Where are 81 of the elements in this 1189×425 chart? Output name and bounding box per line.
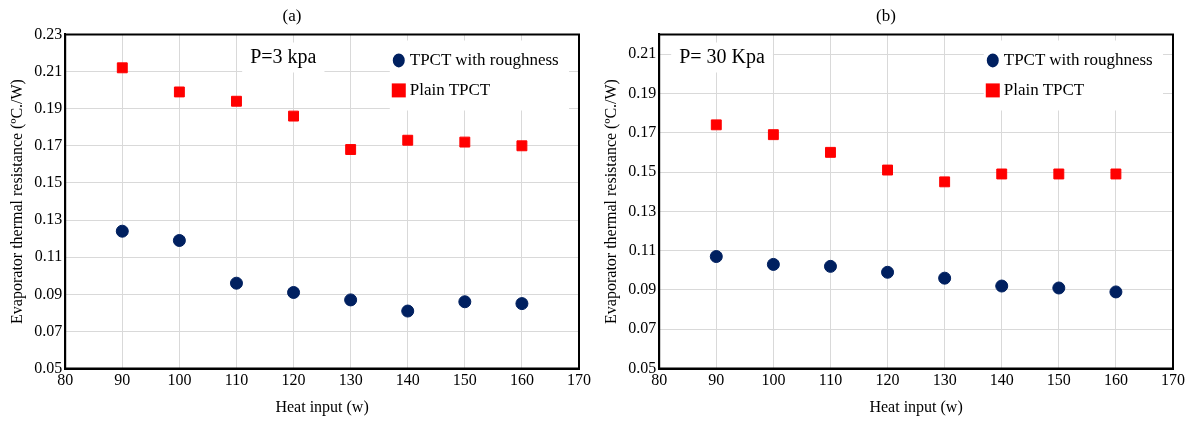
point: [767, 129, 779, 141]
y-tick-label: 0.05: [628, 358, 657, 376]
y-tick-label: 0.19: [34, 98, 63, 116]
legend-label: Plain TPCT: [1003, 79, 1085, 99]
x-axis-title: Heat input (w): [869, 397, 963, 416]
x-tick-label: 170: [567, 371, 591, 389]
point: [288, 110, 300, 122]
y-tick-label: 0.21: [628, 44, 657, 62]
y-tick-label: 0.21: [34, 61, 63, 79]
point: [115, 224, 129, 238]
x-tick-label: 130: [338, 371, 363, 389]
point: [766, 257, 780, 271]
y-tick-label: 0.15: [628, 162, 657, 180]
point: [458, 295, 472, 309]
x-tick-label: 130: [932, 371, 957, 389]
point: [287, 285, 301, 299]
x-tick-label: 90: [114, 371, 131, 389]
point: [402, 134, 414, 146]
y-tick-label: 0.13: [34, 210, 63, 228]
point: [1109, 285, 1123, 299]
legend-label: Plain TPCT: [409, 79, 491, 99]
y-tick-label: 0.11: [628, 240, 657, 258]
y-tick-label: 0.07: [34, 321, 63, 339]
x-tick-label: 150: [1046, 371, 1071, 389]
point: [938, 271, 952, 285]
y-tick-label: 0.15: [34, 173, 63, 191]
point: [1053, 168, 1065, 180]
x-tick-label: 150: [452, 371, 477, 389]
point: [882, 164, 894, 176]
point: [996, 168, 1008, 180]
point: [995, 279, 1009, 293]
x-tick-label: 140: [395, 371, 420, 389]
point: [229, 276, 243, 290]
x-tick-label: 160: [509, 371, 534, 389]
point: [516, 140, 528, 152]
x-axis-title: Heat input (w): [275, 397, 369, 416]
y-tick-label: 0.09: [34, 284, 63, 302]
x-tick-label: 120: [281, 371, 306, 389]
y-tick-label: 0.13: [628, 201, 657, 219]
x-tick-label: 160: [1103, 371, 1128, 389]
point: [1110, 168, 1122, 180]
y-tick-label: 0.05: [34, 358, 63, 376]
point: [709, 250, 723, 264]
point: [515, 297, 529, 311]
x-tick-label: 120: [875, 371, 900, 389]
annotation: P= 30 Kpa: [679, 44, 766, 68]
point: [116, 62, 128, 74]
y-axis-title: Evaporator thermal resistance (ºC./W): [601, 79, 620, 324]
y-tick-label: 0.17: [34, 136, 63, 153]
x-tick-label: 170: [1161, 371, 1185, 389]
x-tick-label: 100: [761, 371, 786, 389]
y-axis-title: Evaporator thermal resistance (ºC./W): [7, 79, 26, 324]
point: [231, 95, 242, 107]
point: [459, 136, 471, 148]
point: [345, 144, 357, 155]
chart-title: (b): [876, 5, 896, 25]
point: [1052, 281, 1066, 295]
legend-label: TPCT with roughness: [1003, 49, 1153, 69]
point: [825, 146, 836, 158]
point: [344, 293, 358, 307]
x-tick-label: 110: [818, 371, 843, 389]
chart-title: (a): [282, 5, 302, 25]
y-tick-label: 0.19: [628, 83, 657, 101]
y-tick-label: 0.09: [628, 280, 657, 298]
x-tick-label: 90: [708, 371, 725, 389]
y-tick-label: 0.23: [34, 24, 63, 42]
point: [172, 233, 186, 247]
point: [173, 86, 185, 98]
x-tick-label: 100: [167, 371, 192, 389]
y-tick-label: 0.17: [628, 122, 657, 140]
point: [710, 119, 722, 131]
y-tick-label: 0.07: [628, 319, 657, 337]
annotation: P=3 kpa: [250, 44, 317, 68]
y-tick-label: 0.11: [34, 247, 63, 265]
point: [401, 304, 415, 318]
point: [939, 176, 951, 188]
x-tick-label: 140: [989, 371, 1014, 389]
x-tick-label: 110: [224, 371, 249, 389]
legend-label: TPCT with roughness: [409, 49, 559, 69]
point: [881, 265, 895, 279]
point: [823, 259, 837, 273]
